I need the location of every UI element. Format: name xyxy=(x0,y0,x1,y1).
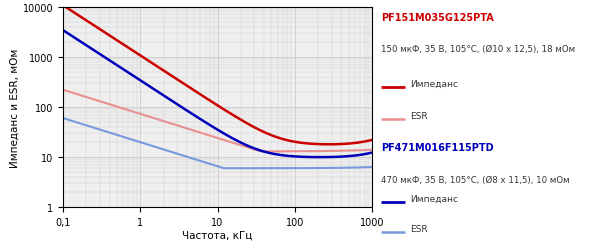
Text: PF471M016F115PTD: PF471M016F115PTD xyxy=(381,142,494,152)
Text: ESR: ESR xyxy=(410,224,427,233)
Text: PF151M035G125PTA: PF151M035G125PTA xyxy=(381,12,494,22)
Text: Импеданс: Импеданс xyxy=(410,194,458,203)
Y-axis label: Импеданс и ESR, мОм: Импеданс и ESR, мОм xyxy=(10,48,20,167)
Text: 470 мкФ, 35 В, 105°C, (Ø8 x 11,5), 10 мОм: 470 мкФ, 35 В, 105°C, (Ø8 x 11,5), 10 мО… xyxy=(381,175,569,184)
Text: 150 мкФ, 35 В, 105°C, (Ø10 x 12,5), 18 мОм: 150 мкФ, 35 В, 105°C, (Ø10 x 12,5), 18 м… xyxy=(381,45,575,54)
Text: ESR: ESR xyxy=(410,112,427,121)
X-axis label: Частота, кГц: Частота, кГц xyxy=(182,230,253,240)
Text: Импеданс: Импеданс xyxy=(410,79,458,88)
